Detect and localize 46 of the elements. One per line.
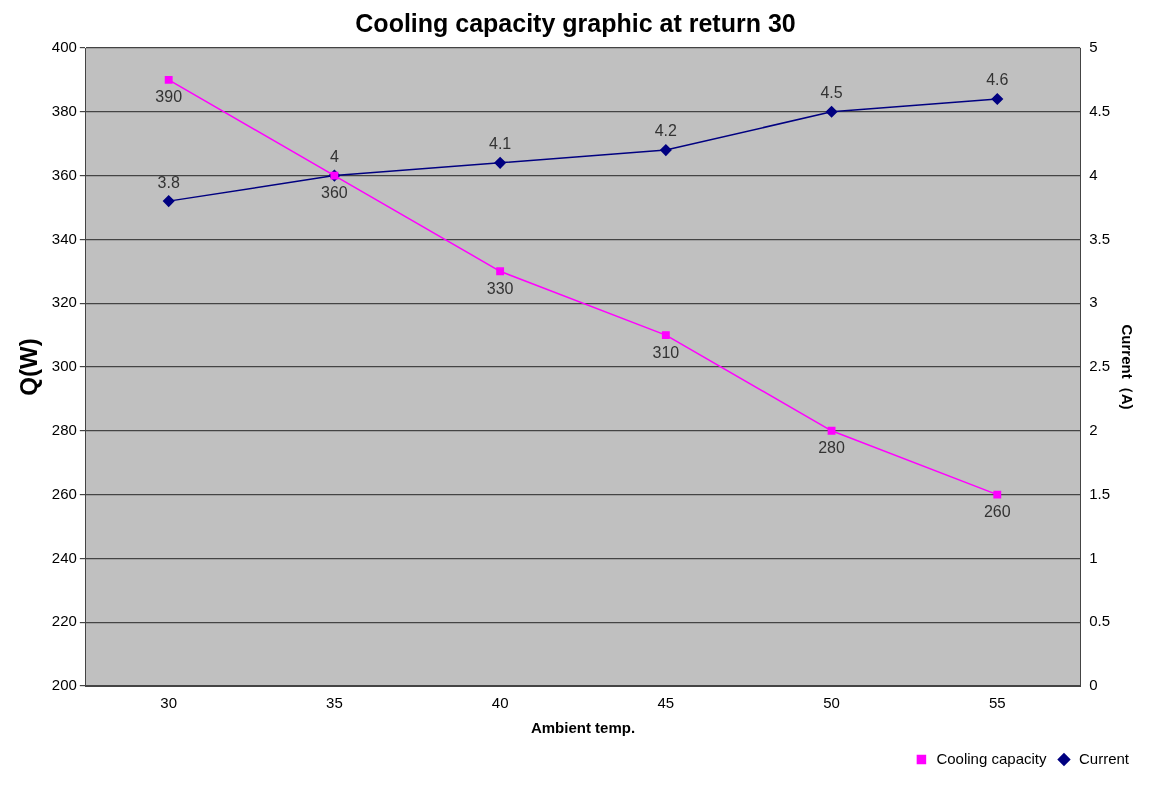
legend-label: Current [1078,749,1130,767]
y-tick-label: 360 [51,165,77,183]
y-tick-label: 400 [51,38,77,56]
data-label: 390 [155,88,183,106]
data-label: 4.1 [489,135,512,153]
y-tick-label: 380 [51,101,77,119]
y2-tick-label: 2.5 [1089,357,1111,375]
y2-tick-label: 4 [1089,165,1098,183]
y-tick-label: 240 [51,548,77,566]
legend-label: Cooling capacity [936,749,1047,767]
y-tick-label: 340 [51,229,77,247]
data-label: 4.2 [654,122,678,140]
x-tick-label: 55 [988,694,1006,712]
y-tick-label: 280 [51,420,77,438]
y2-tick-label: 1 [1089,548,1098,566]
y-axis-title: Q(W) [15,338,43,396]
x-tick-label: 45 [657,694,675,712]
x-tick-label: 40 [491,694,509,712]
data-label: 4 [329,148,339,166]
y2-tick-label: 4.5 [1089,101,1111,119]
y-tick-label: 200 [51,676,77,694]
y2-tick-label: 5 [1089,38,1098,56]
data-label: 310 [652,343,680,361]
data-label: 4.5 [820,84,843,102]
x-tick-label: 50 [823,694,840,712]
x-tick-label: 30 [160,694,178,712]
x-tick-label: 35 [326,694,343,712]
y-tick-label: 220 [51,612,77,630]
y2-tick-label: 3 [1089,293,1098,311]
y-tick-label: 320 [51,293,77,311]
y2-tick-label: 3.5 [1089,229,1111,247]
y-tick-label: 300 [51,357,77,375]
y2-tick-label: 2 [1089,420,1098,438]
data-label: 3.8 [157,173,180,191]
data-label: 4.6 [986,71,1009,89]
data-label: 260 [983,503,1011,521]
x-axis-title: Ambient temp. [530,719,636,737]
y2-tick-label: 0.5 [1089,612,1111,630]
data-label: 330 [486,279,514,297]
y2-axis-title: Current（A) [1118,324,1136,410]
data-label: 280 [818,439,846,457]
y-tick-label: 260 [51,484,77,502]
chart-title: Cooling capacity graphic at return 30 [355,8,796,37]
y2-tick-label: 1.5 [1089,484,1111,502]
y2-tick-label: 0 [1089,676,1098,694]
data-label: 360 [321,184,348,202]
